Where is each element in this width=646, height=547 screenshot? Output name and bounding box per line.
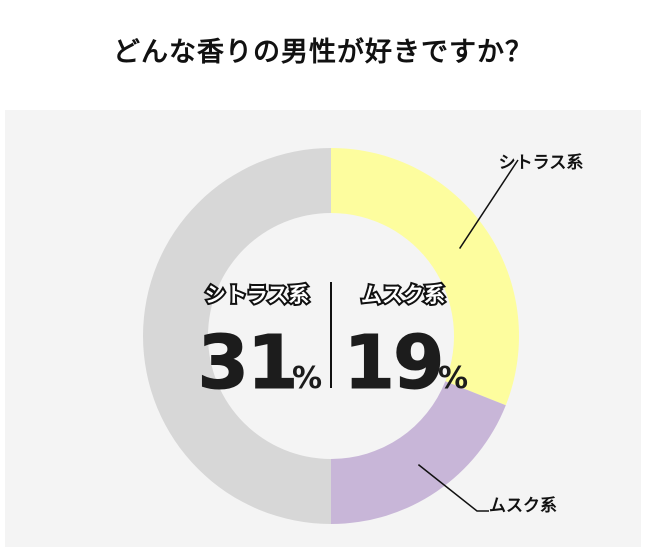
center-unit-musk: % (438, 361, 468, 396)
slice-citrus (331, 148, 519, 406)
center-value-musk: 19 (344, 320, 443, 406)
page-title: どんな香りの男性が好きですか？ (113, 37, 533, 68)
slice-musk (331, 381, 506, 524)
center-value-citrus: 31 (198, 320, 297, 406)
callout-line-musk (417, 464, 489, 512)
slice-other (143, 148, 331, 524)
center-unit-citrus: % (292, 361, 322, 396)
callout-line-citrus (458, 159, 519, 250)
center-label-citrus: シトラス系 (205, 283, 310, 307)
center-label-musk: ムスク系 (361, 283, 445, 307)
chart-panel: シトラス系 ムスク系 シトラス系 31% ムスク系 19% (5, 110, 641, 547)
callout-label-musk: ムスク系 (489, 496, 557, 516)
callout-label-citrus: シトラス系 (499, 153, 584, 173)
